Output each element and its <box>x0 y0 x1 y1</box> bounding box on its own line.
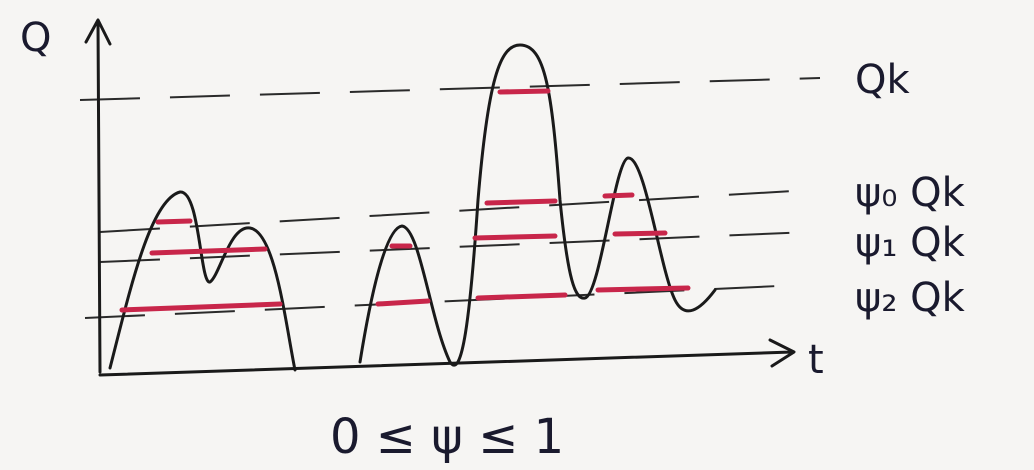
level-segment <box>378 301 428 304</box>
level-segment <box>615 233 665 234</box>
level-line <box>100 232 810 262</box>
level-segment <box>475 236 555 238</box>
load-curve <box>110 45 715 370</box>
level-segment <box>152 249 265 253</box>
x-axis-label: t <box>808 337 824 383</box>
level-segment <box>478 295 565 298</box>
level-segment <box>605 195 632 196</box>
level-line <box>80 78 820 100</box>
level-segment <box>500 91 548 92</box>
level-line <box>100 190 810 232</box>
level-label: Qk <box>855 57 910 103</box>
level-label: ψ₀ Qk <box>855 170 966 216</box>
level-segment <box>122 304 280 310</box>
level-label: ψ₂ Qk <box>855 275 966 321</box>
caption: 0 ≤ ψ ≤ 1 <box>330 409 564 465</box>
level-segment <box>598 288 688 290</box>
y-axis-label: Q <box>20 15 51 61</box>
level-segment <box>487 201 555 203</box>
y-axis <box>86 20 110 372</box>
diagram: Q t Qk ψ₀ Qk ψ₁ Qk ψ₂ Qk 0 ≤ ψ ≤ 1 <box>0 0 1034 470</box>
level-label: ψ₁ Qk <box>855 220 966 266</box>
page: {"axes": {"y_label": "Q", "x_label": "t"… <box>0 0 1034 470</box>
level-line <box>85 285 800 318</box>
level-segment <box>158 221 190 222</box>
